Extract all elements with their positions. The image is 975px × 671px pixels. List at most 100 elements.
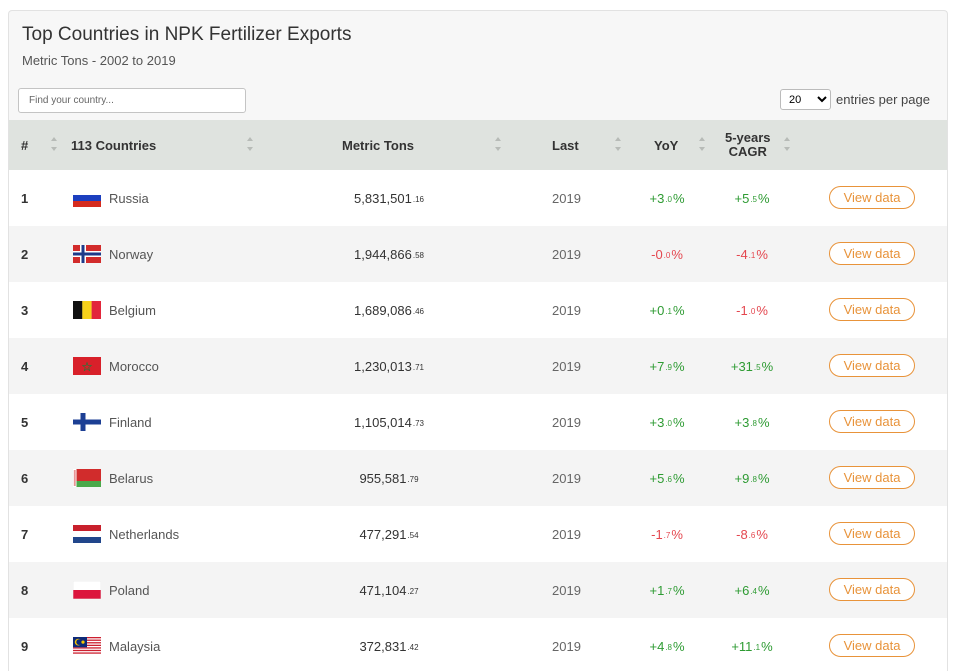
cagr-percent-sign: % [761,358,774,374]
cagr-sign: + [734,582,743,598]
cagr-integer: 11 [738,638,753,654]
last-year: 2019 [552,246,581,262]
cagr-percent-sign: % [757,582,770,598]
value-integer: 477,291 [359,526,407,542]
malaysia-flag [73,637,101,655]
yoy-value: +3.0% [627,394,707,450]
last-header[interactable]: Last [552,137,579,153]
cagr-sign: - [736,302,741,318]
view-data-button[interactable]: View data [829,242,915,265]
country-search-input[interactable] [18,88,246,113]
netherlands-flag [73,525,101,543]
value-decimal: .71 [412,363,424,372]
cagr-value: -4.1% [712,226,792,282]
country-name: Russia [109,190,149,206]
yoy-percent-sign: % [672,470,685,486]
morocco-flag [73,357,101,375]
table-header: # 113 Countries Metric Tons Last YoY 5-y… [9,120,947,170]
cagr-integer: 31 [738,358,753,374]
value-decimal: .79 [407,475,419,484]
table-row: 3 Belgium 1,689,086.46 2019 +0.1% -1.0% … [9,282,947,338]
rank-cell: 9 [21,638,29,654]
yoy-integer: 7 [657,358,665,374]
metric-tons-value: 955,581.79 [239,450,539,506]
country-header[interactable]: 113 Countries [71,137,157,153]
rank-cell: 5 [21,414,29,430]
yoy-decimal: .7 [665,587,672,596]
sort-yoy-icon[interactable] [699,134,707,156]
last-year: 2019 [552,302,581,318]
yoy-sign: + [649,302,658,318]
belgium-flag [73,301,101,319]
cagr-sign: + [734,190,743,206]
yoy-integer: 5 [657,470,665,486]
entries-per-page-select[interactable]: 20 [780,89,831,110]
view-data-button[interactable]: View data [829,522,915,545]
yoy-decimal: .0 [663,251,671,260]
yoy-decimal: .0 [665,195,672,204]
view-data-button[interactable]: View data [829,354,915,377]
yoy-integer: 1 [657,582,665,598]
yoy-integer: 3 [657,414,665,430]
country-name: Poland [109,582,150,598]
cagr-value: +6.4% [712,562,792,618]
table-row: 5 Finland 1,105,014.73 2019 +3.0% +3.8% … [9,394,947,450]
cagr-value: +5.5% [712,170,792,226]
sort-rank-icon[interactable] [51,134,59,156]
yoy-integer: 0 [657,302,665,318]
sort-last-icon[interactable] [615,134,623,156]
yoy-integer: 1 [655,526,663,542]
yoy-percent-sign: % [671,246,683,262]
metric-tons-value: 1,230,013.71 [239,338,539,394]
poland-flag [73,581,101,599]
view-data-button[interactable]: View data [829,186,915,209]
yoy-sign: - [651,526,656,542]
exports-table-card: Top Countries in NPK Fertilizer Exports … [8,10,948,671]
flag-cell [73,450,101,506]
value-integer: 471,104 [359,582,407,598]
cagr-sign: + [734,414,743,430]
table-row: 6 Belarus 955,581.79 2019 +5.6% +9.8% Vi… [9,450,947,506]
cagr-header[interactable]: 5-years CAGR [725,120,771,170]
sort-metric-tons-icon[interactable] [495,134,503,156]
yoy-value: +1.7% [627,562,707,618]
value-integer: 1,689,086 [354,302,412,318]
cagr-value: +3.8% [712,394,792,450]
yoy-integer: 0 [655,246,663,262]
view-data-button[interactable]: View data [829,298,915,321]
rank-cell: 1 [21,190,29,206]
yoy-sign: + [649,358,658,374]
cagr-header-line2: CAGR [728,144,767,159]
metric-tons-value: 1,689,086.46 [239,282,539,338]
country-name: Norway [109,246,154,262]
flag-cell [73,338,101,394]
cagr-percent-sign: % [756,246,768,262]
cagr-sign: + [730,358,739,374]
cagr-decimal: .8 [750,419,757,428]
view-data-button[interactable]: View data [829,410,915,433]
cagr-decimal: .0 [748,307,756,316]
view-data-button[interactable]: View data [829,466,915,489]
cagr-value: +9.8% [712,450,792,506]
sort-cagr-icon[interactable] [784,134,792,156]
metric-tons-header[interactable]: Metric Tons [342,137,414,153]
flag-cell [73,394,101,450]
cagr-percent-sign: % [757,414,770,430]
sort-country-icon[interactable] [247,134,255,156]
yoy-percent-sign: % [672,582,685,598]
rank-header[interactable]: # [21,137,29,153]
yoy-value: +7.9% [627,338,707,394]
view-data-button[interactable]: View data [829,634,915,657]
yoy-percent-sign: % [672,414,685,430]
last-year: 2019 [552,358,581,374]
view-data-button[interactable]: View data [829,578,915,601]
country-name: Morocco [109,358,159,374]
yoy-sign: - [651,246,656,262]
cagr-decimal: .5 [750,195,757,204]
value-decimal: .16 [412,195,424,204]
flag-cell [73,506,101,562]
yoy-decimal: .9 [665,363,672,372]
yoy-header[interactable]: YoY [654,137,679,153]
cagr-integer: 5 [742,190,750,206]
yoy-value: +5.6% [627,450,707,506]
